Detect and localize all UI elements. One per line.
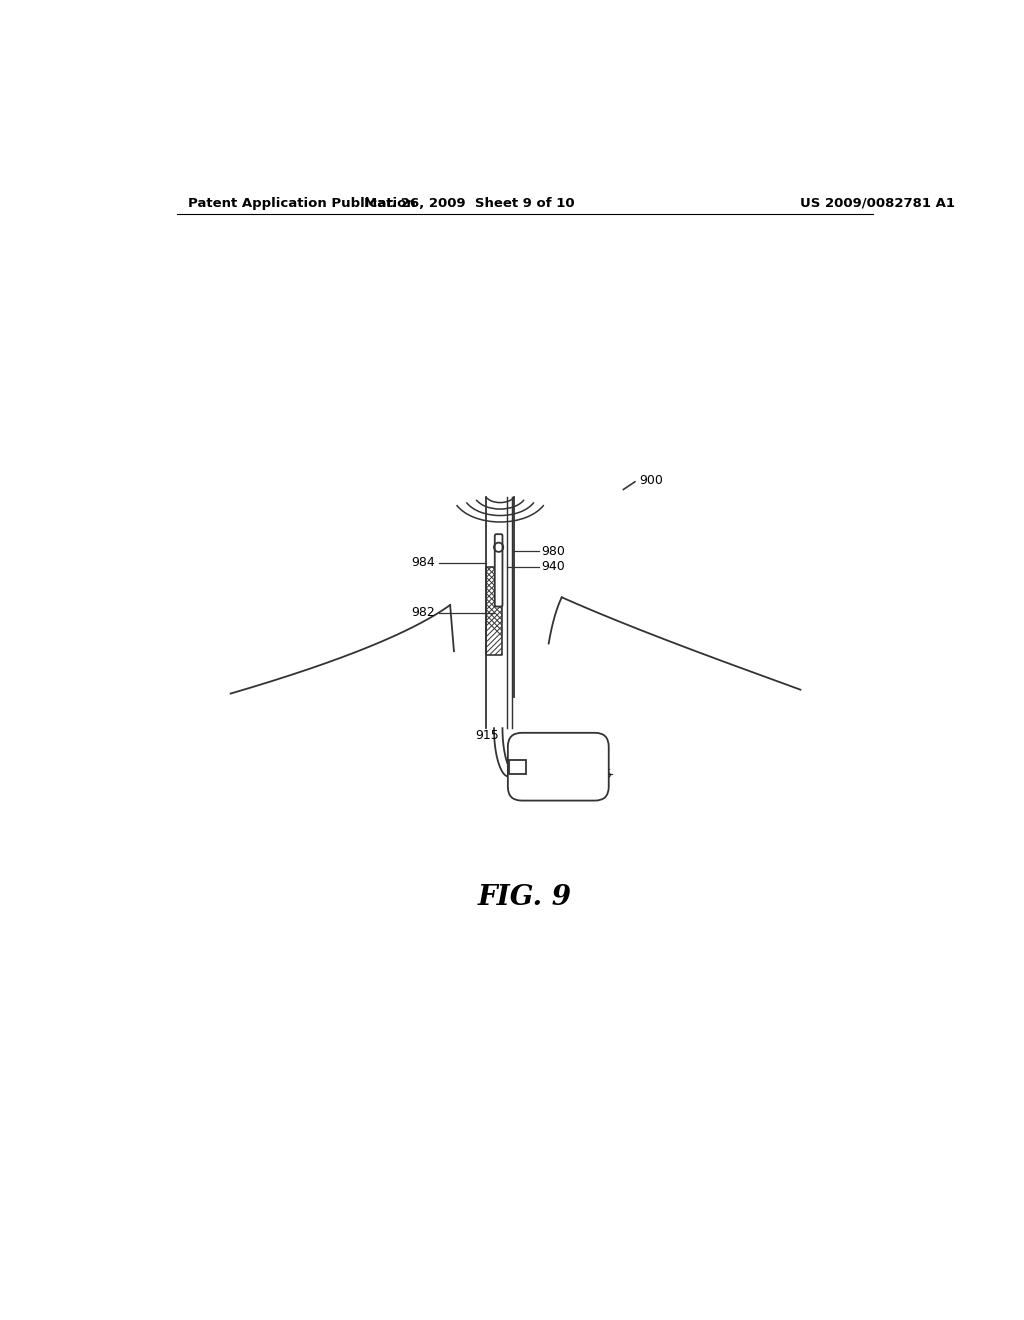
Bar — [509, 760, 525, 774]
Text: 900: 900 — [639, 474, 663, 487]
Text: US 2009/0082781 A1: US 2009/0082781 A1 — [801, 197, 955, 210]
Text: Patent Application Publication: Patent Application Publication — [188, 197, 416, 210]
FancyBboxPatch shape — [508, 733, 608, 800]
Text: 980: 980 — [542, 545, 565, 557]
FancyBboxPatch shape — [495, 535, 503, 607]
Text: 940: 940 — [542, 560, 565, 573]
Text: 982: 982 — [412, 606, 435, 619]
Text: 915: 915 — [475, 730, 500, 742]
Text: FIG. 9: FIG. 9 — [478, 884, 571, 911]
Text: 905: 905 — [588, 768, 611, 781]
Text: Mar. 26, 2009  Sheet 9 of 10: Mar. 26, 2009 Sheet 9 of 10 — [365, 197, 574, 210]
Text: 984: 984 — [412, 556, 435, 569]
